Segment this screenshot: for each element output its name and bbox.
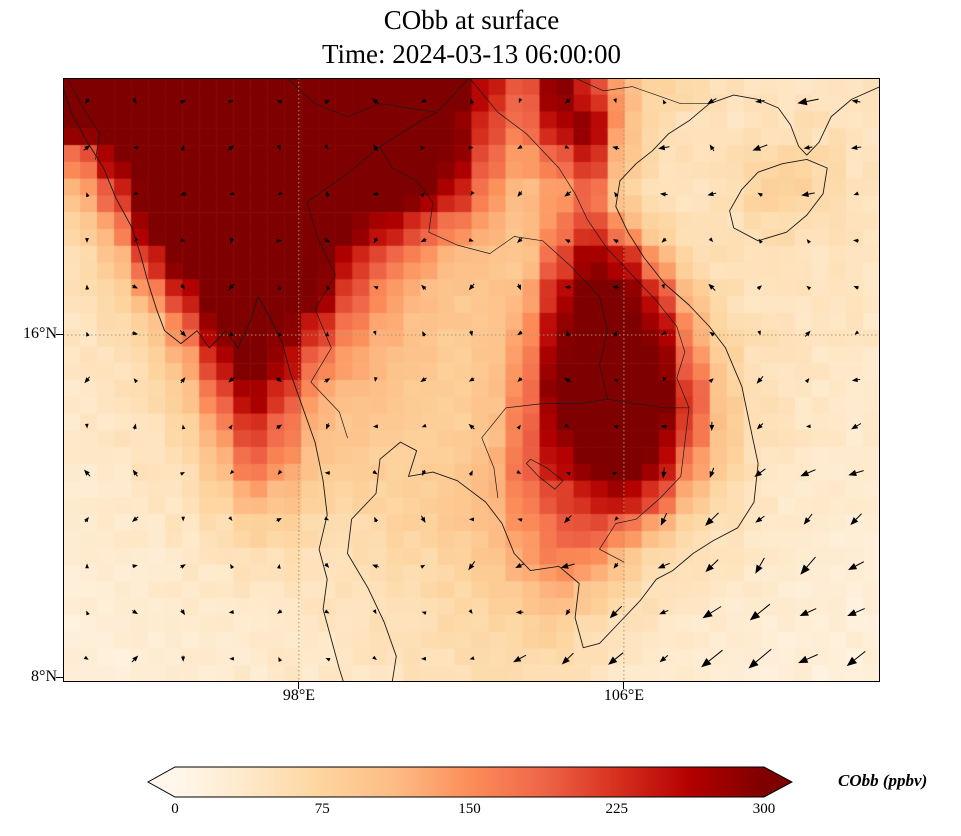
axis-tick: [623, 682, 624, 689]
x-tick-label-106e: 106°E: [603, 687, 645, 704]
colorbar-tick-label: 75: [314, 801, 330, 817]
map-overlay-svg: [63, 78, 880, 682]
colorbar-tick-label: 0: [171, 801, 179, 817]
y-tick-label-16n: 16°N: [23, 325, 57, 342]
colorbar-gradient-svg: [147, 766, 793, 798]
axis-tick: [56, 677, 63, 678]
colorbar-tick-label: 225: [605, 801, 629, 817]
map-plot: [63, 78, 880, 682]
colorbar-tick-label: 150: [458, 801, 481, 817]
y-tick-label-8n: 8°N: [31, 668, 57, 685]
axis-tick: [298, 682, 299, 689]
colorbar-ticks: 0 75 150 225 300: [147, 801, 793, 821]
axis-tick: [56, 334, 63, 335]
colorbar-title: CObb (ppbv): [838, 771, 928, 790]
colorbar-tick-label: 300: [752, 801, 776, 817]
plot-title: CObb at surface: [383, 5, 560, 35]
x-tick-label-98e: 98°E: [282, 687, 316, 704]
plot-subtitle: Time: 2024-03-13 06:00:00: [321, 39, 622, 69]
